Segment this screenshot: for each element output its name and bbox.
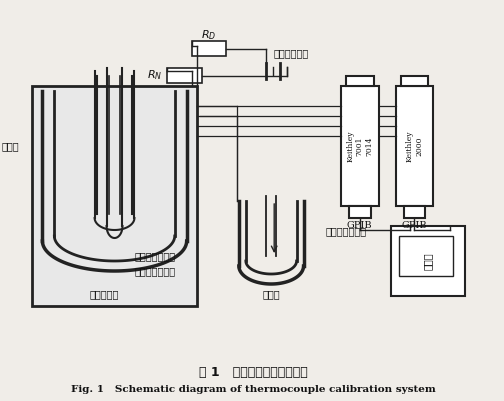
Text: 直流稳压电源: 直流稳压电源: [274, 48, 309, 58]
Text: $R_{N}$: $R_{N}$: [147, 69, 162, 82]
Text: 热电偶１参考端: 热电偶１参考端: [326, 226, 367, 236]
Bar: [346, 76, 373, 86]
Bar: [341, 86, 379, 206]
Text: GPIB: GPIB: [402, 221, 427, 231]
Bar: [399, 236, 453, 276]
Text: 热电偶２测量端: 热电偶２测量端: [135, 266, 175, 276]
Bar: [349, 206, 371, 218]
Text: 铂电阻: 铂电阻: [2, 141, 19, 151]
Text: Keithley
7001
7014: Keithley 7001 7014: [347, 130, 373, 162]
Bar: [396, 86, 433, 206]
Bar: [401, 76, 428, 86]
Text: 热电偶１测量端: 热电偶１测量端: [135, 251, 175, 261]
Bar: [404, 206, 425, 218]
Text: 计算机: 计算机: [423, 252, 433, 270]
Bar: [391, 226, 465, 296]
Text: Fig. 1   Schematic diagram of thermocouple calibration system: Fig. 1 Schematic diagram of thermocouple…: [71, 385, 435, 393]
Text: Keithley
2000: Keithley 2000: [406, 130, 423, 162]
Bar: [167, 68, 202, 83]
Text: 图 1   热电偶标定系统示意图: 图 1 热电偶标定系统示意图: [199, 367, 307, 379]
Bar: [192, 41, 226, 56]
Text: 冰点槽: 冰点槽: [263, 289, 280, 299]
Text: 低温恒温槽: 低温恒温槽: [90, 289, 119, 299]
Text: $R_{D}$: $R_{D}$: [202, 28, 217, 42]
Text: GPIB: GPIB: [347, 221, 372, 231]
Bar: [32, 86, 197, 306]
